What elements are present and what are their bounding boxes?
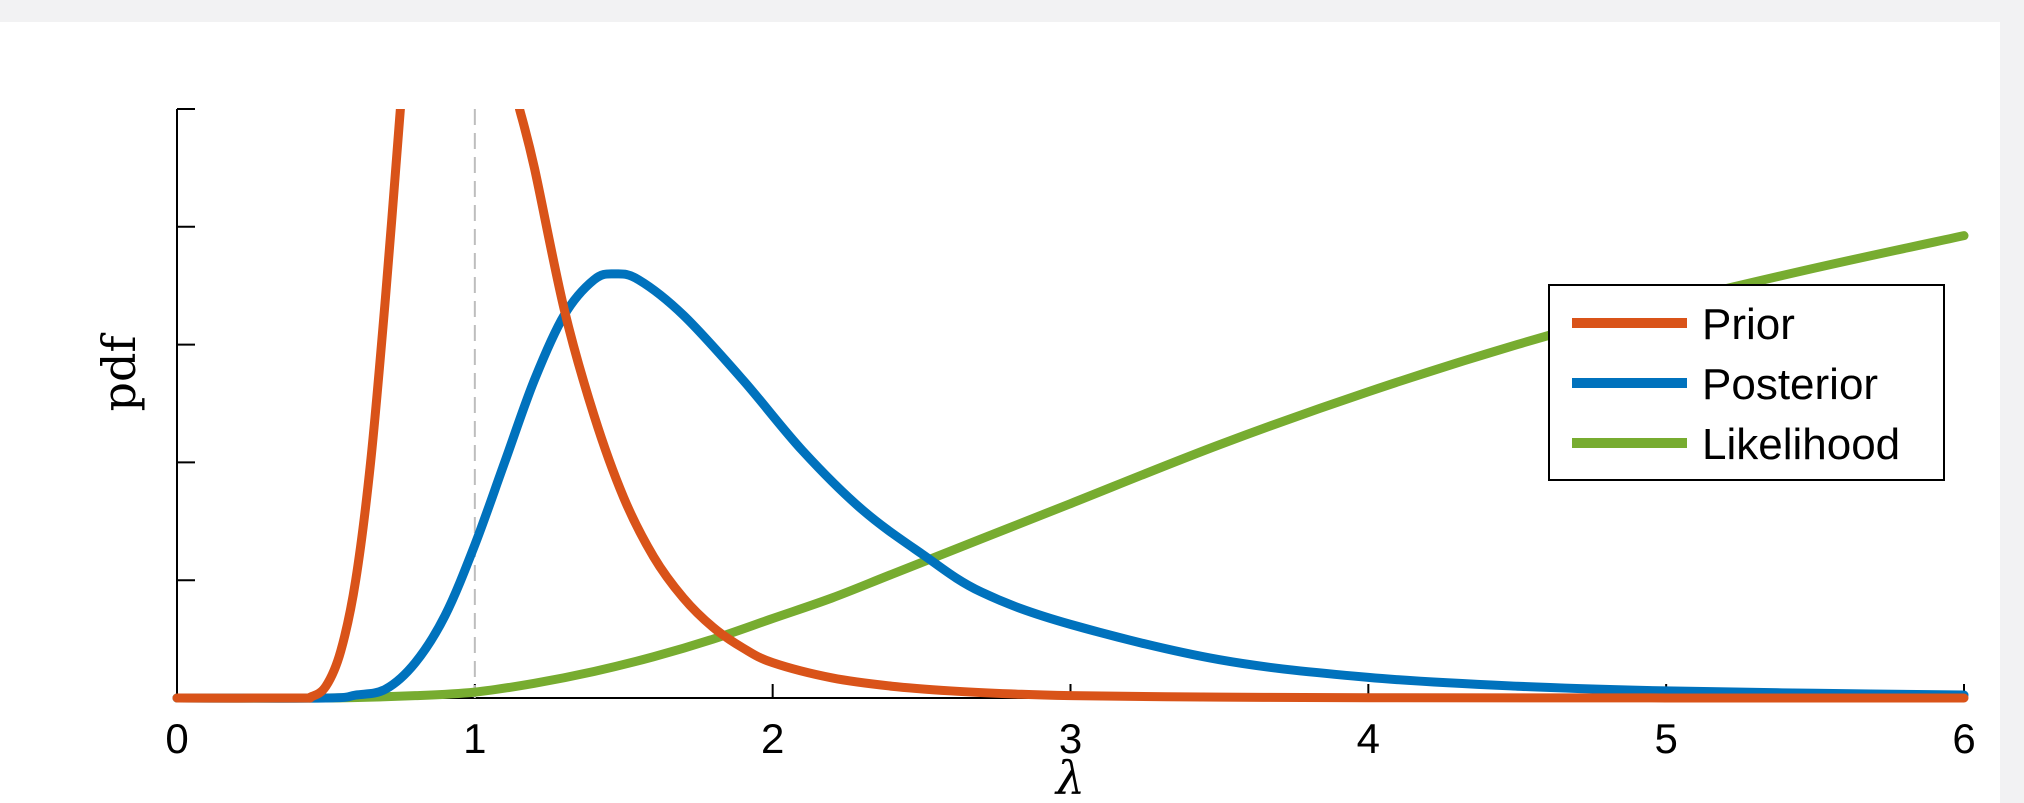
legend: Prior Posterior Likelihood — [1548, 284, 1945, 481]
legend-label-posterior: Posterior — [1702, 360, 1878, 409]
x-axis-title: λ — [1054, 751, 1085, 803]
legend-label-likelihood: Likelihood — [1702, 420, 1900, 469]
legend-label-prior: Prior — [1702, 300, 1795, 349]
chart: 0 1 2 3 4 5 6 λ pdf Prior Posterior Likelihood — [92, 108, 1976, 803]
series-posterior-line — [172, 269, 1969, 703]
figure: 0 1 2 3 4 5 6 λ pdf Prior Posterior Likelihood — [0, 22, 2000, 803]
x-tick-label: 4 — [1357, 715, 1380, 762]
x-tick-label: 3 — [1059, 715, 1082, 762]
series-prior-line-1 — [172, 109, 405, 703]
x-tick-label: 5 — [1654, 715, 1677, 762]
series-prior-line-2 — [515, 109, 1969, 703]
x-tick-label: 2 — [761, 715, 784, 762]
x-tick-label: 0 — [165, 715, 188, 762]
x-tick-label: 6 — [1952, 715, 1975, 762]
x-tick-label: 1 — [463, 715, 486, 762]
y-axis-title: pdf — [92, 333, 146, 412]
